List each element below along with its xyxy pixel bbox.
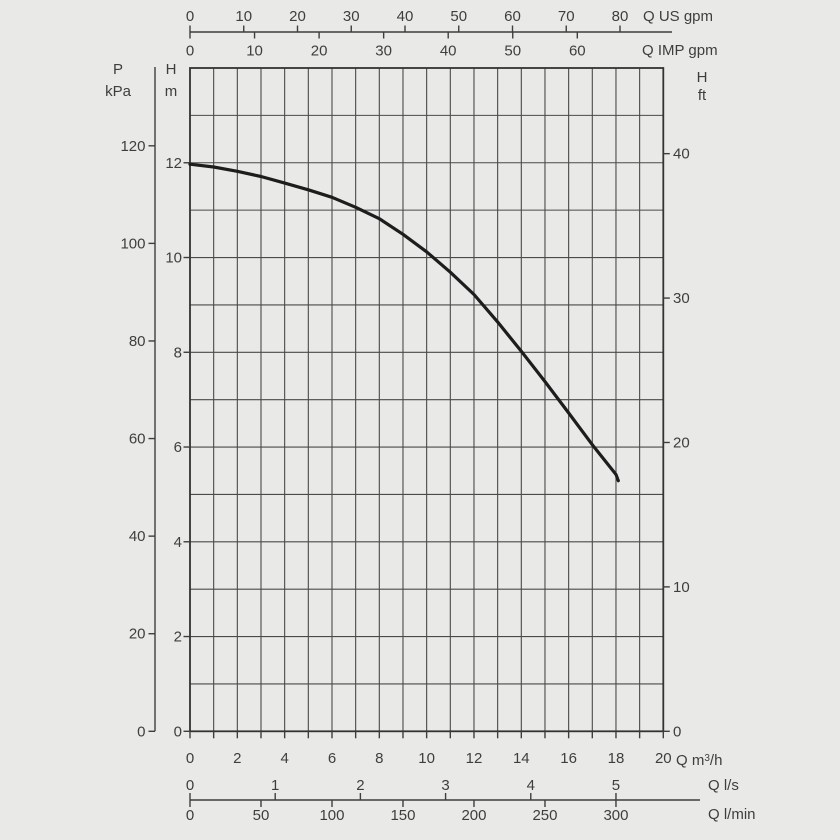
ls-tick-label: 4 — [527, 777, 535, 794]
m3h-tick-label: 6 — [328, 750, 336, 767]
lmin-tick-label: 250 — [532, 807, 557, 824]
m-label: m — [164, 83, 178, 100]
q-m3h-axis-label: Q m3/h — [676, 750, 722, 769]
imp-gpm-tick-label: 30 — [375, 43, 392, 60]
lmin-tick-label: 150 — [390, 807, 415, 824]
imp-gpm-tick-label: 0 — [186, 43, 194, 60]
ls-tick-label: 5 — [612, 777, 620, 794]
imp-gpm-tick-label: 40 — [440, 43, 457, 60]
q-m3h-suffix: /h — [709, 752, 723, 769]
us-gpm-tick-label: 40 — [397, 8, 414, 25]
us-gpm-tick-label: 80 — [612, 8, 629, 25]
h-ft-tick-label: 0 — [673, 723, 681, 740]
ls-tick-label: 0 — [186, 777, 194, 794]
h-ft-tick-label: 40 — [673, 146, 690, 163]
m3h-tick-label: 18 — [608, 750, 625, 767]
m3h-tick-label: 4 — [280, 750, 288, 767]
m3h-tick-label: 2 — [233, 750, 241, 767]
m3h-tick-label: 16 — [560, 750, 577, 767]
h-ft-tick-label: 20 — [673, 434, 690, 451]
q-m3h-superscript: 3 — [704, 753, 710, 764]
h-right-label: H — [696, 69, 708, 86]
m3h-tick-label: 10 — [418, 750, 435, 767]
us-gpm-tick-label: 50 — [450, 8, 467, 25]
us-gpm-tick-label: 10 — [235, 8, 252, 25]
p-kpa-axis-label: P kPa — [96, 59, 140, 103]
lmin-tick-label: 100 — [319, 807, 344, 824]
lmin-tick-label: 200 — [461, 807, 486, 824]
q-imp-gpm-axis-label: Q IMP gpm — [642, 42, 718, 59]
pump-head-curve — [188, 162, 620, 483]
lmin-tick-label: 300 — [603, 807, 628, 824]
lmin-tick-label: 50 — [253, 807, 270, 824]
lmin-tick-label: 0 — [186, 807, 194, 824]
imp-gpm-tick-label: 60 — [569, 43, 586, 60]
h-m-tick-label: 4 — [174, 534, 182, 551]
h-ft-axis-label: H ft — [688, 69, 716, 105]
ls-tick-label: 2 — [356, 777, 364, 794]
kpa-tick-label: 20 — [129, 626, 146, 643]
imp-gpm-tick-label: 20 — [311, 43, 328, 60]
kpa-tick-label: 80 — [129, 333, 146, 350]
imp-gpm-tick-label: 10 — [246, 43, 263, 60]
us-gpm-tick-label: 70 — [558, 8, 575, 25]
h-m-tick-label: 12 — [165, 155, 182, 172]
m3h-tick-label: 0 — [186, 750, 194, 767]
h-m-tick-label: 10 — [165, 250, 182, 267]
kpa-tick-label: 0 — [137, 723, 145, 740]
m3h-tick-label: 8 — [375, 750, 383, 767]
h-left-label: H — [165, 61, 177, 78]
h-m-axis-label: H m — [153, 59, 189, 103]
kpa-tick-label: 120 — [120, 138, 145, 155]
q-lmin-axis-label: Q l/min — [708, 806, 756, 823]
h-m-tick-label: 8 — [174, 344, 182, 361]
kpa-tick-label: 60 — [129, 431, 146, 448]
q-ls-axis-label: Q l/s — [708, 777, 739, 794]
kpa-tick-label: 40 — [129, 528, 146, 545]
us-gpm-tick-label: 30 — [343, 8, 360, 25]
m3h-tick-label: 12 — [466, 750, 483, 767]
kpa-label: kPa — [105, 83, 131, 100]
us-gpm-tick-label: 0 — [186, 8, 194, 25]
q-m3h-prefix: Q m — [676, 752, 705, 769]
h-ft-tick-label: 30 — [673, 290, 690, 307]
h-m-tick-label: 6 — [174, 439, 182, 456]
h-ft-tick-label: 10 — [673, 579, 690, 596]
m3h-tick-label: 14 — [513, 750, 530, 767]
ft-label: ft — [697, 87, 707, 104]
us-gpm-tick-label: 20 — [289, 8, 306, 25]
m3h-tick-label: 20 — [655, 750, 672, 767]
imp-gpm-tick-label: 50 — [504, 43, 521, 60]
h-m-tick-label: 2 — [174, 629, 182, 646]
p-label: P — [112, 61, 123, 78]
ls-tick-label: 1 — [271, 777, 279, 794]
ls-tick-label: 3 — [441, 777, 449, 794]
us-gpm-tick-label: 60 — [504, 8, 521, 25]
h-m-tick-label: 0 — [174, 723, 182, 740]
kpa-tick-label: 100 — [120, 235, 145, 252]
q-us-gpm-axis-label: Q US gpm — [643, 8, 714, 25]
